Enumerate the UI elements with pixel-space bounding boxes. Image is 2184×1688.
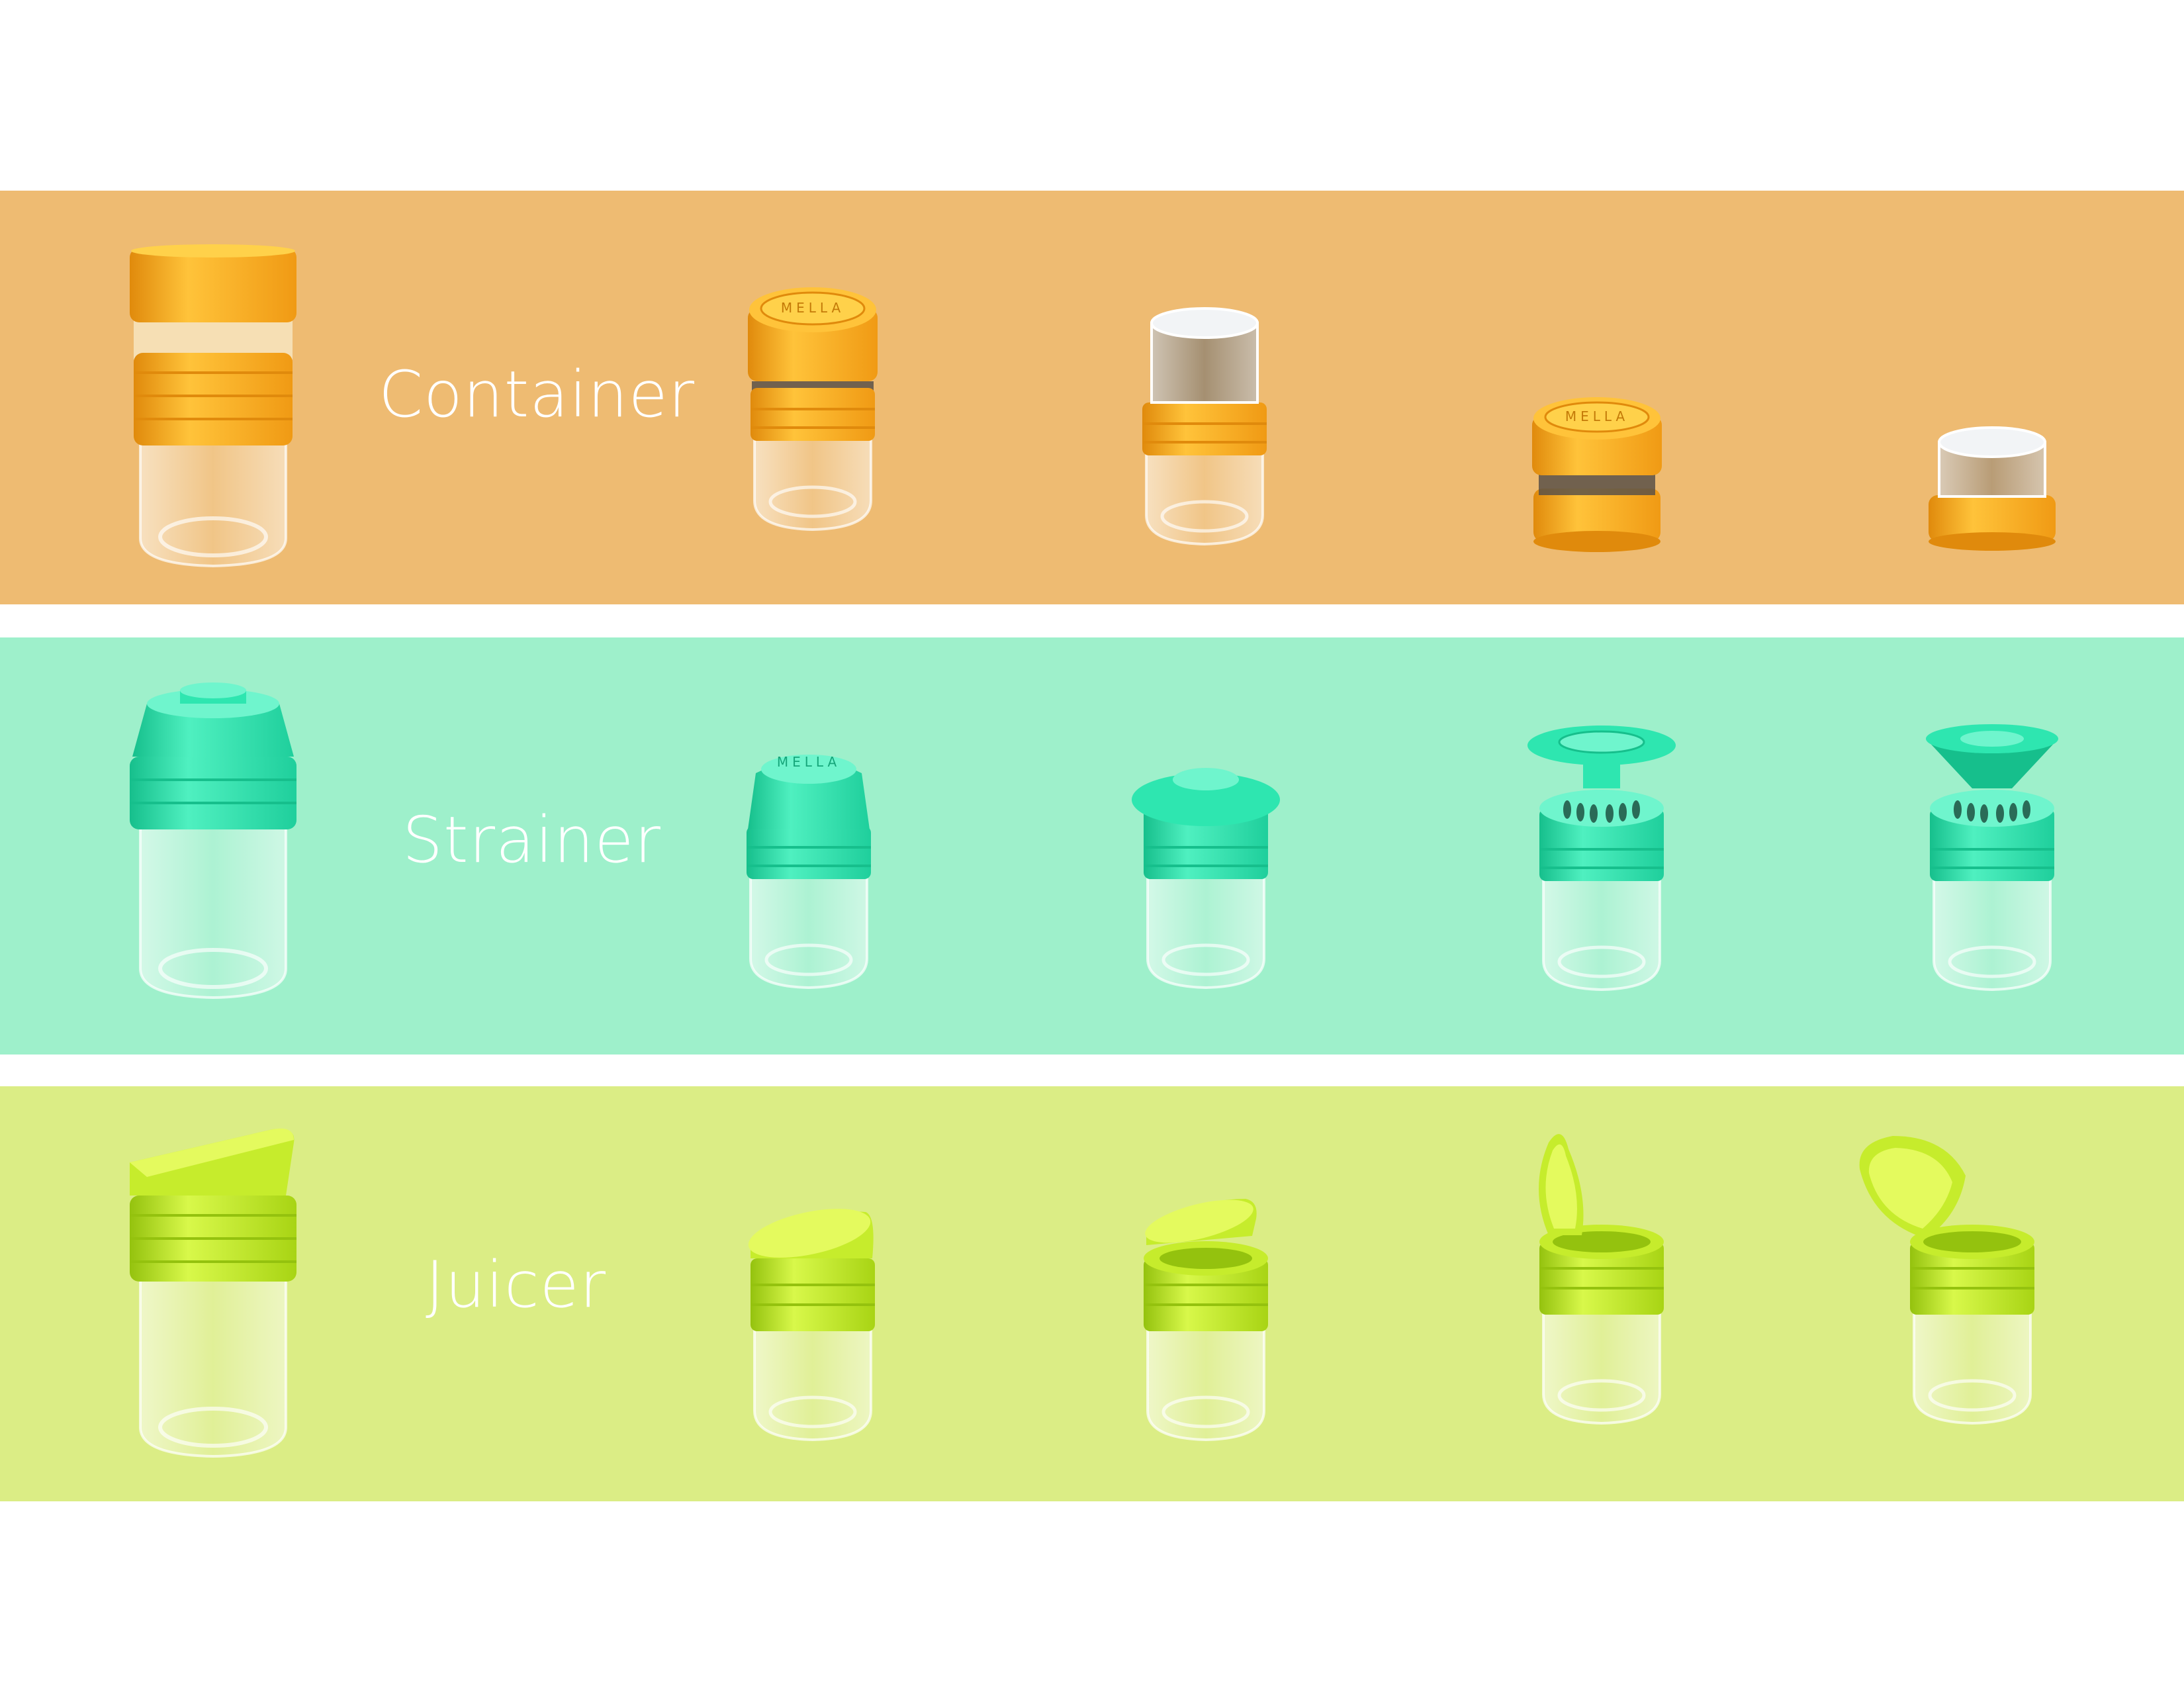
section-label-strainer: Strainer <box>402 803 661 877</box>
jar-container-assembled <box>130 244 296 568</box>
jar-juicer-lid-open <box>1539 1134 1664 1425</box>
jar-juicer-slanted-lid-closed <box>748 1209 875 1442</box>
section-juicer-band: Juicer <box>0 1086 2184 1501</box>
cap-brand-text: MELLA <box>777 754 841 770</box>
jar-container-short-glass-insert <box>1929 426 2056 551</box>
jar-juicer-slanted-lid-ajar <box>1144 1199 1268 1442</box>
jar-container-short-lid: MELLA <box>1532 397 1662 552</box>
lid-brand-text: MELLA <box>781 300 844 316</box>
jar-container-collar-with-lid: MELLA <box>748 287 878 532</box>
jar-juicer-lid-open-wide <box>1859 1136 2034 1425</box>
lid-brand-text: MELLA <box>1565 408 1629 424</box>
jar-strainer-raised-funnel-vents <box>1926 724 2058 992</box>
jar-juicer-assembled <box>130 1128 296 1458</box>
section-label-container: Container <box>379 357 696 432</box>
jar-container-collar-with-glass-insert <box>1142 307 1267 546</box>
section-label-juicer: Juicer <box>426 1248 607 1322</box>
jar-strainer-assembled <box>130 682 296 1000</box>
section-strainer-band: Strainer MELLA <box>0 637 2184 1055</box>
section-container-band: Container MELLA <box>0 191 2184 604</box>
jar-strainer-disc-cap <box>1132 768 1280 990</box>
jar-strainer-raised-disc-vents <box>1527 726 1676 992</box>
jar-strainer-dome-cap: MELLA <box>747 754 871 990</box>
